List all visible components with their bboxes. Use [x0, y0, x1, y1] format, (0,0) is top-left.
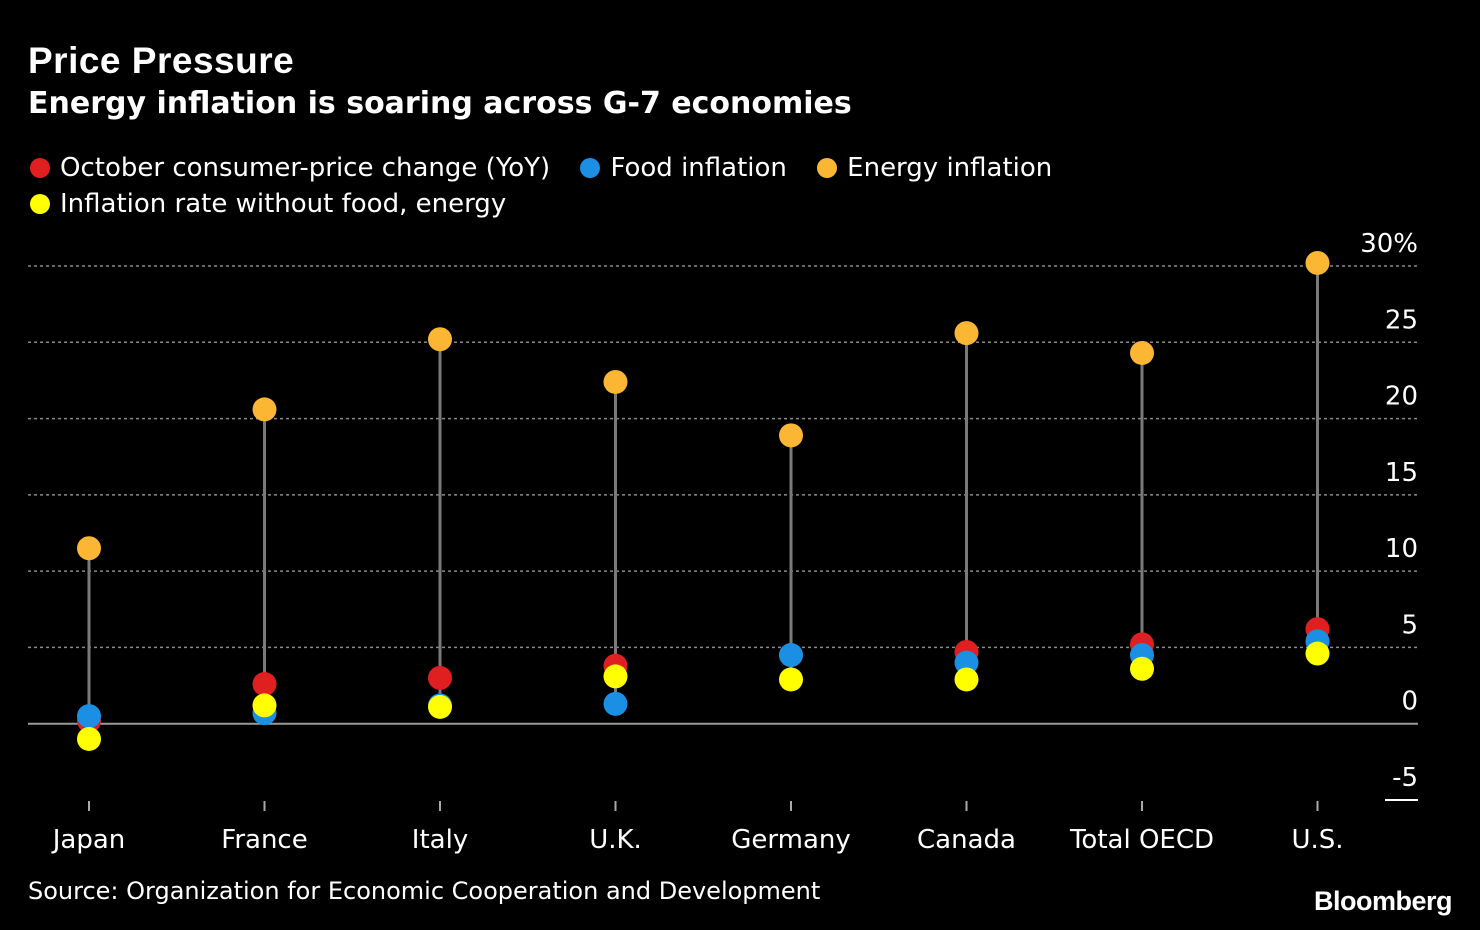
y-tick-label: 0 [1401, 687, 1418, 717]
legend: October consumer-price change (YoY) Food… [30, 150, 1230, 222]
grid-layer [28, 265, 1418, 801]
core-dot [1130, 656, 1154, 681]
legend-item-cpi: October consumer-price change (YoY) [30, 150, 550, 186]
legend-label-core: Inflation rate without food, energy [60, 189, 507, 219]
x-tick-label: Total OECD [1069, 825, 1214, 855]
energy-dot [252, 397, 277, 422]
y-tick-label: 5 [1401, 610, 1418, 640]
legend-swatch-food [580, 158, 601, 178]
chart-title: Price Pressure [28, 40, 295, 81]
x-tick-label: France [221, 825, 307, 855]
legend-row: Inflation rate without food, energy [30, 186, 1230, 222]
x-tick-label: Canada [917, 825, 1016, 855]
x-tick-label: U.S. [1291, 825, 1343, 855]
legend-item-food: Food inflation [580, 150, 787, 186]
x-tick-label: Japan [51, 825, 126, 855]
legend-label-cpi: October consumer-price change (YoY) [60, 153, 551, 183]
legend-label-food: Food inflation [610, 153, 787, 183]
legend-row: October consumer-price change (YoY) Food… [30, 150, 1230, 186]
cpi-dot [428, 665, 452, 690]
core-dot [954, 667, 979, 692]
energy-dot [603, 369, 628, 394]
chart-subtitle: Energy inflation is soaring across G-7 e… [28, 86, 852, 121]
core-dot [603, 664, 628, 689]
y-tick-label: 20 [1385, 382, 1418, 412]
legend-item-core: Inflation rate without food, energy [30, 186, 506, 222]
legend-item-energy: Energy inflation [817, 150, 1052, 186]
energy-dot [1130, 340, 1154, 365]
energy-dot [779, 423, 803, 448]
x-tick-label: U.K. [589, 825, 642, 855]
legend-swatch-cpi [30, 158, 50, 178]
food-dot [603, 691, 628, 716]
food-dot [77, 704, 101, 729]
energy-dot [1305, 250, 1330, 275]
source-note: Source: Organization for Economic Cooper… [28, 877, 821, 905]
cpi-dot [252, 672, 277, 697]
y-tick-label: 15 [1385, 458, 1418, 488]
legend-label-energy: Energy inflation [847, 153, 1053, 183]
axis-layer: -5 0 5 10 15 20 25 30% Japan France Italy U.K. Germa… [51, 229, 1418, 855]
core-dot [252, 693, 277, 718]
core-dot [77, 726, 101, 751]
bloomberg-logo: Bloomberg [1313, 886, 1453, 916]
y-tick-label: 10 [1385, 534, 1418, 564]
food-dot [779, 643, 803, 668]
energy-dot [77, 536, 101, 561]
legend-swatch-core [30, 194, 50, 214]
core-dot [779, 667, 803, 692]
y-tick-label: 25 [1385, 305, 1418, 335]
energy-dot [954, 321, 979, 346]
x-tick-label: Germany [731, 825, 851, 855]
core-dot [428, 694, 452, 719]
core-dot [1305, 641, 1330, 666]
food-dot [954, 650, 979, 675]
y-tick-label: -5 [1392, 763, 1418, 793]
legend-swatch-energy [817, 158, 838, 178]
x-tick-label: Italy [412, 825, 468, 855]
energy-dot [428, 327, 452, 352]
y-tick-label: 30% [1360, 229, 1418, 259]
dot-layer [77, 250, 1330, 751]
